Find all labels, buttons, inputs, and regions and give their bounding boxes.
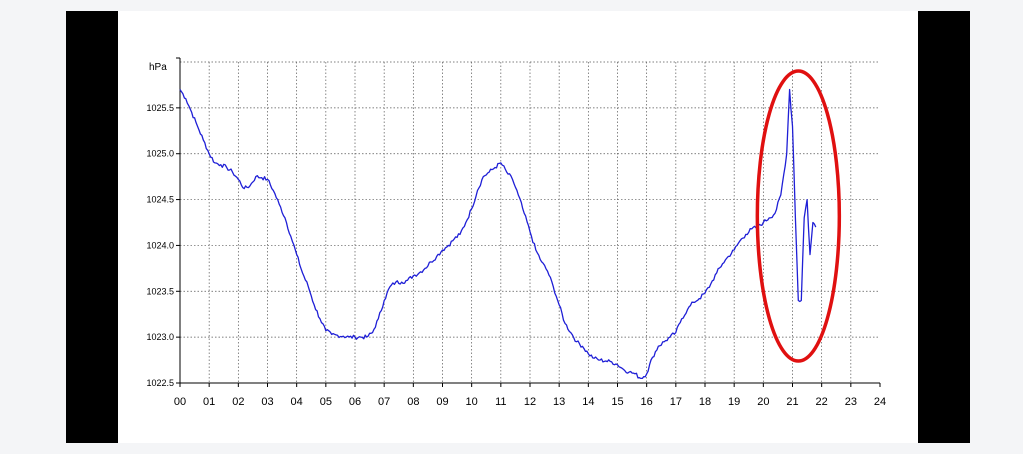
- x-tick-label: 11: [495, 396, 506, 408]
- x-tick-label: 17: [670, 396, 682, 408]
- y-tick-label: 1022.5: [146, 378, 174, 388]
- x-tick-label: 21: [786, 396, 798, 408]
- x-tick-label: 22: [816, 396, 828, 408]
- x-tick-label: 15: [611, 396, 623, 408]
- x-tick-label: 24: [874, 396, 886, 408]
- pressure-chart: hPa 1022.5 1023.0 1023.5 1024.0 1024.5 1025.0…: [146, 57, 886, 408]
- x-tick-label: 10: [466, 396, 478, 408]
- x-tick-label: 04: [291, 396, 303, 408]
- x-tick-label: 12: [524, 396, 536, 408]
- y-axis-unit-label: hPa: [149, 62, 167, 73]
- x-tick-label: 14: [582, 396, 594, 408]
- x-tick-label: 19: [728, 396, 740, 408]
- x-tick-label: 00: [174, 396, 186, 408]
- y-tick-label: 1023.5: [146, 286, 174, 296]
- y-tick-label: 1023.0: [146, 332, 174, 342]
- x-tick-label: 02: [232, 396, 244, 408]
- x-tick-label: 01: [203, 396, 215, 408]
- y-tick-label: 1024.0: [146, 240, 174, 250]
- x-tick-label: 23: [845, 396, 857, 408]
- x-tick-label: 03: [261, 396, 273, 408]
- x-tick-label: 06: [349, 396, 361, 408]
- y-tick-label: 1024.5: [146, 195, 174, 205]
- y-tick-label: 1025.5: [146, 103, 174, 113]
- x-tick-label: 08: [407, 396, 419, 408]
- x-tick-label: 20: [757, 396, 769, 408]
- x-tick-label: 13: [553, 396, 565, 408]
- x-tick-label: 18: [699, 396, 711, 408]
- y-tick-label: 1025.0: [146, 149, 174, 159]
- x-tick-label: 07: [378, 396, 390, 408]
- plot-panel: hPa 1022.5 1023.0 1023.5 1024.0 1024.5 1025.0…: [118, 11, 918, 443]
- highlight-ellipse: [755, 69, 842, 363]
- pressure-series-line: [179, 88, 817, 380]
- x-tick-label: 09: [436, 396, 448, 408]
- x-tick-label: 05: [320, 396, 332, 408]
- x-tick-label: 16: [641, 396, 653, 408]
